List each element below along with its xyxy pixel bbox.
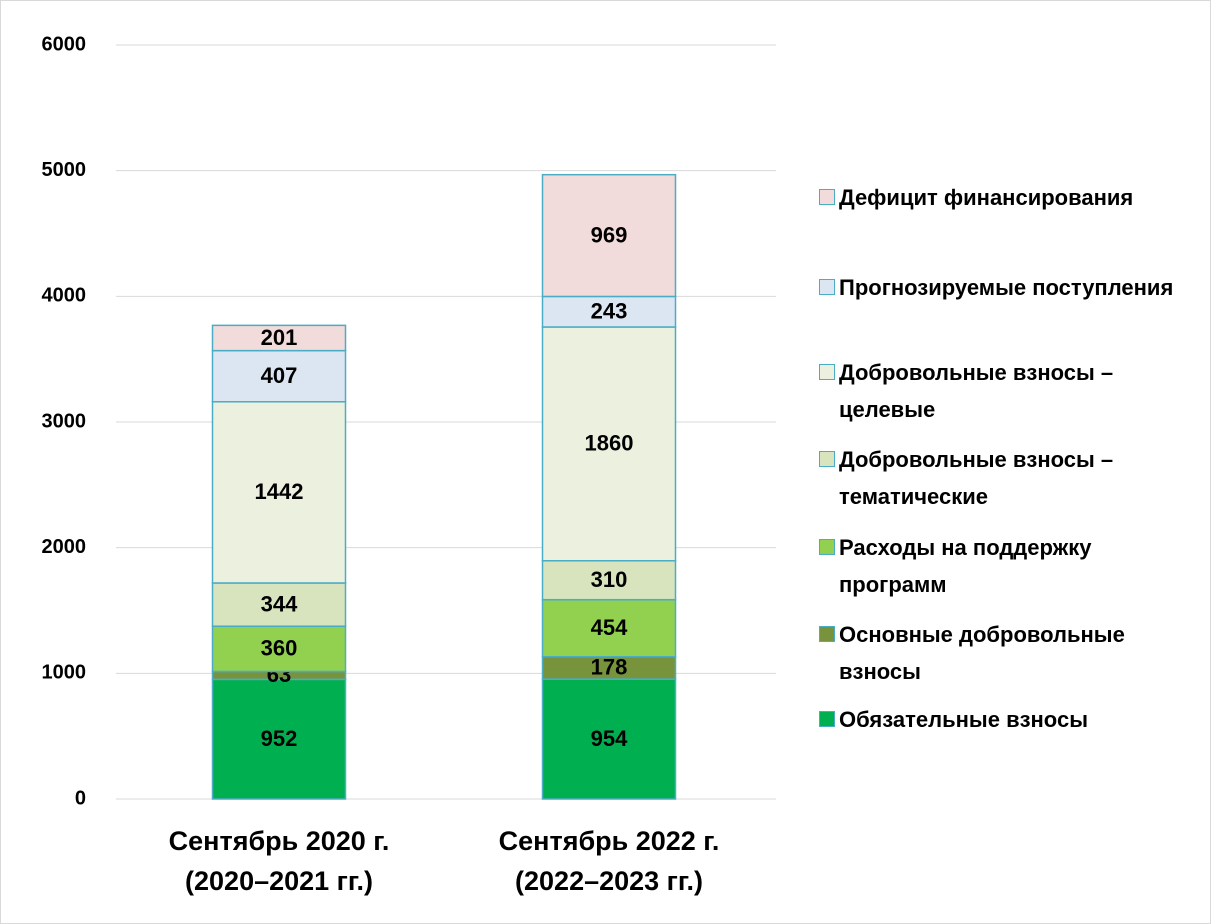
legend-label: Прогнозируемые поступления	[839, 275, 1174, 300]
data-label: 360	[261, 636, 298, 661]
legend-swatch	[819, 189, 835, 205]
legend-label: Основные добровольные взносы	[839, 622, 1125, 684]
x-tick-label: Сентябрь 2020 г.	[169, 826, 390, 856]
x-tick-label: (2020–2021 гг.)	[185, 866, 373, 896]
legend-label: Расходы на поддержку программ	[839, 535, 1092, 597]
data-label: 952	[261, 726, 298, 751]
legend-swatch	[819, 626, 835, 642]
x-tick-label: (2022–2023 гг.)	[515, 866, 703, 896]
y-tick-label: 1000	[42, 662, 87, 684]
bar-segment	[211, 324, 347, 352]
legend-item: Добровольные взносы – тематические	[819, 441, 1204, 515]
y-tick-label: 0	[75, 787, 86, 809]
bar-segment	[211, 401, 347, 584]
y-tick-label: 6000	[42, 33, 87, 55]
data-label: 243	[591, 299, 628, 324]
data-label: 1442	[255, 479, 304, 504]
bar-segment	[541, 598, 677, 658]
legend-label: Добровольные взносы – целевые	[839, 360, 1114, 422]
bar-segment	[541, 326, 677, 562]
legend-label: Добровольные взносы – тематические	[839, 447, 1114, 509]
bar-segment	[541, 678, 677, 800]
y-tick-label: 3000	[42, 410, 87, 432]
legend-item: Обязательные взносы	[819, 701, 1204, 738]
legend-swatch	[819, 279, 835, 295]
legend-swatch	[819, 539, 835, 555]
legend-item: Дефицит финансирования	[819, 179, 1204, 216]
data-label: 178	[591, 655, 628, 680]
legend-label: Дефицит финансирования	[839, 185, 1134, 210]
legend-item: Прогнозируемые поступления	[819, 269, 1204, 306]
data-label: 1860	[585, 431, 634, 456]
bar-segment	[541, 559, 677, 601]
legend-item: Основные добровольные взносы	[819, 616, 1204, 690]
y-tick-label: 5000	[42, 159, 87, 181]
bar-segment	[211, 349, 347, 403]
data-label: 454	[591, 615, 628, 640]
data-label: 310	[591, 567, 628, 592]
bar-segment	[541, 173, 677, 298]
legend-label: Обязательные взносы	[839, 707, 1088, 732]
bar-segment	[211, 582, 347, 627]
data-label: 407	[261, 363, 298, 388]
legend-item: Добровольные взносы – целевые	[819, 354, 1204, 428]
data-label: 201	[261, 325, 298, 350]
bar-segment	[211, 678, 347, 800]
y-tick-label: 4000	[42, 285, 87, 307]
data-label: 954	[591, 726, 628, 751]
bar-segment	[211, 625, 347, 673]
legend-item: Расходы на поддержку программ	[819, 529, 1204, 603]
y-tick-label: 2000	[42, 536, 87, 558]
data-label: 344	[261, 591, 298, 616]
data-label: 969	[591, 222, 628, 247]
bar-segment	[541, 295, 677, 328]
legend-swatch	[819, 451, 835, 467]
legend-swatch	[819, 711, 835, 727]
legend-swatch	[819, 364, 835, 380]
x-tick-label: Сентябрь 2022 г.	[499, 826, 720, 856]
